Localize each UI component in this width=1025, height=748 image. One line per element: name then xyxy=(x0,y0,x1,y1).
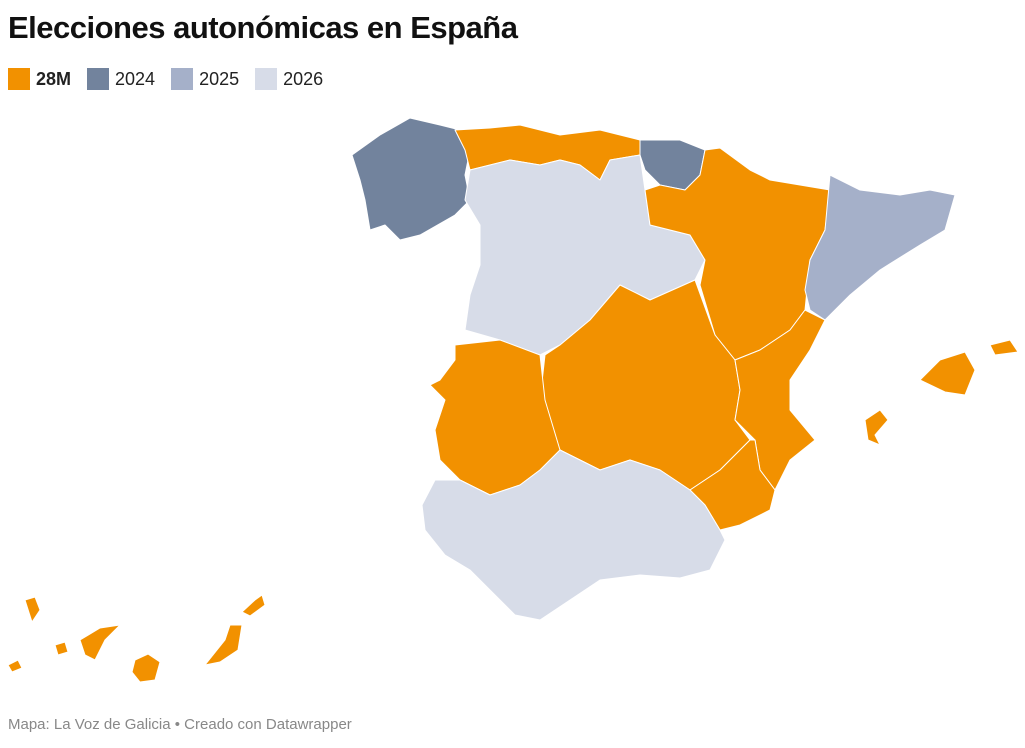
region xyxy=(7,659,23,673)
region xyxy=(24,596,41,623)
legend-swatch xyxy=(87,68,110,90)
region xyxy=(79,624,121,661)
region xyxy=(421,449,726,621)
title: Elecciones autonómicas en España xyxy=(8,10,518,45)
region xyxy=(204,624,243,666)
legend-swatch xyxy=(171,68,194,90)
region xyxy=(241,594,266,617)
legend-swatch xyxy=(8,68,30,90)
region xyxy=(351,117,471,241)
legend-label: 28M xyxy=(36,68,72,89)
region xyxy=(919,351,976,396)
legend-item: 28M xyxy=(8,68,71,90)
region xyxy=(734,309,826,491)
legend-label: 2026 xyxy=(283,68,324,89)
region xyxy=(804,174,956,321)
region xyxy=(54,641,69,656)
region xyxy=(131,653,161,683)
legend-swatch xyxy=(255,68,278,90)
footer: Mapa: La Voz de Galicia • Creado con Dat… xyxy=(8,716,352,733)
regions xyxy=(7,117,1019,683)
legend: 28M 2024 2025 2026 xyxy=(8,68,323,90)
legend-label: 2024 xyxy=(115,68,156,89)
region xyxy=(864,409,889,446)
region xyxy=(989,339,1019,356)
legend-label: 2025 xyxy=(199,68,240,89)
legend-item: 2026 xyxy=(255,68,323,90)
legend-item: 2025 xyxy=(171,68,239,90)
legend-item: 2024 xyxy=(87,68,155,90)
